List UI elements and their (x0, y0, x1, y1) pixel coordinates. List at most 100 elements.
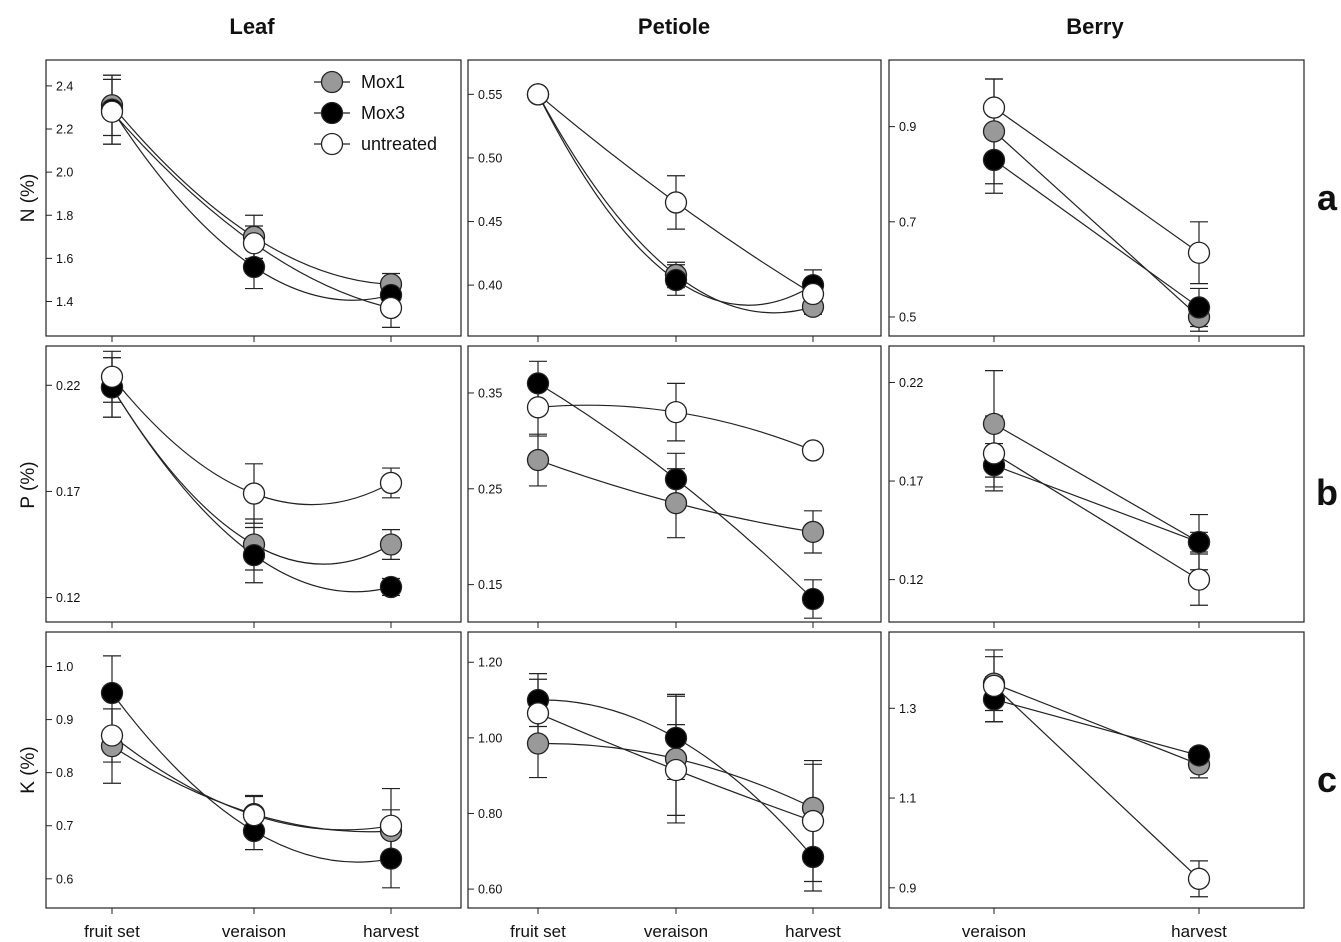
point-mox3 (242, 543, 266, 567)
point-untreated (242, 803, 266, 827)
legend-marker (320, 132, 344, 156)
point-mox3 (379, 847, 403, 870)
point-untreated (100, 100, 124, 123)
point-untreated (801, 439, 825, 462)
legend-label: untreated (361, 134, 437, 154)
series-lines (993, 107, 1200, 318)
point-mox3 (664, 268, 688, 292)
point-untreated (379, 296, 403, 320)
y-tick-label: 0.9 (899, 120, 916, 134)
panel-leaf-n: 1.4 1.6 1.8 2.0 2.2 2.4 (45, 59, 462, 342)
legend: Mox1 Mox3 untreated (314, 70, 437, 156)
point-untreated (664, 758, 688, 782)
row-letter-c: c (1317, 759, 1337, 800)
series-line-mox3 (993, 464, 1200, 543)
point-untreated (526, 83, 550, 106)
point-mox3 (801, 587, 825, 611)
point-untreated (526, 396, 550, 419)
error-bars (985, 649, 1208, 898)
legend-item-mox1: Mox1 (314, 70, 405, 94)
y-tick-label: 0.8 (56, 766, 73, 780)
y-tick-label: 1.1 (899, 792, 916, 806)
panel-berry-k: 0.9 1.1 1.3 veraison harvest (888, 631, 1305, 941)
row-ylabels: N (%) P (%) K (%) (18, 174, 39, 794)
legend-marker (320, 101, 344, 125)
y-tick-label: 0.9 (899, 881, 916, 895)
x-tick-label: harvest (1171, 922, 1227, 941)
error-bars (529, 672, 822, 892)
y-tick-label: 0.7 (899, 215, 916, 229)
panel-frame (467, 345, 882, 623)
point-mox3 (801, 845, 825, 869)
error-bars (103, 74, 400, 328)
point-untreated (982, 442, 1006, 465)
column-titles: Leaf Petiole Berry (229, 14, 1124, 39)
x-tick-label: harvest (363, 922, 419, 941)
y-tick-label: 2.0 (56, 166, 73, 180)
point-untreated (379, 471, 403, 495)
legend-label: Mox1 (361, 72, 405, 92)
x-tick-label: fruit set (84, 922, 140, 941)
y-tick-label: 0.60 (478, 883, 502, 897)
data-points (982, 96, 1211, 329)
series-line-mox1 (993, 423, 1200, 543)
data-points (100, 681, 403, 870)
point-untreated (664, 191, 688, 214)
point-untreated (982, 96, 1006, 119)
series-lines (993, 423, 1200, 581)
x-tick-label: harvest (785, 922, 841, 941)
panels: 1.4 1.6 1.8 2.0 2.2 2.4 0.40 0.45 0.50 0.55 0.5 0.7… (45, 59, 1305, 941)
y-tick-label: 0.25 (478, 482, 502, 496)
point-untreated (1187, 241, 1211, 264)
column-title-petiole: Petiole (638, 14, 710, 39)
point-mox3 (379, 575, 403, 599)
point-mox1 (982, 412, 1006, 436)
series-line-mox1 (993, 130, 1200, 318)
y-tick-label: 0.6 (56, 872, 73, 886)
row-ylabel-n: N (%) (18, 174, 39, 223)
series-line-mox3 (993, 159, 1200, 308)
y-tick-label: 0.17 (56, 485, 80, 499)
y-tick-label: 0.17 (899, 475, 923, 489)
point-mox1 (526, 448, 550, 472)
y-tick-label: 1.00 (478, 731, 502, 745)
series-line-mox3 (993, 698, 1200, 756)
y-tick-label: 0.45 (478, 215, 502, 229)
series-line-mox1 (993, 683, 1200, 765)
y-tick-label: 0.35 (478, 386, 502, 400)
y-tick-label: 0.12 (56, 591, 80, 605)
x-tick-label: veraison (962, 922, 1026, 941)
point-mox3 (1187, 531, 1211, 554)
point-mox3 (1187, 744, 1211, 767)
point-untreated (801, 282, 825, 306)
panel-petiole-k: 0.60 0.80 1.00 1.20 fruit set veraison harvest (467, 631, 882, 941)
y-tick-label: 0.22 (899, 376, 923, 390)
panel-berry-p: 0.12 0.17 0.22 (888, 345, 1305, 628)
error-bars (985, 370, 1208, 606)
panel-frame (467, 631, 882, 909)
panel-frame (467, 59, 882, 337)
point-untreated (1187, 568, 1211, 591)
point-mox1 (801, 520, 825, 544)
row-letter-a: a (1317, 177, 1338, 218)
panel-frame (888, 345, 1305, 623)
point-mox3 (242, 255, 266, 279)
legend-label: Mox3 (361, 103, 405, 123)
y-tick-label: 0.22 (56, 379, 80, 393)
legend-item-untreated: untreated (314, 132, 437, 156)
legend-item-mox3: Mox3 (314, 101, 405, 125)
point-untreated (242, 482, 266, 505)
x-tick-label: fruit set (510, 922, 566, 941)
x-tick-label: veraison (644, 922, 708, 941)
panel-berry-n: 0.5 0.7 0.9 (888, 59, 1305, 342)
data-points (526, 688, 825, 869)
point-mox1 (982, 120, 1006, 143)
data-points (100, 365, 403, 599)
y-tick-label: 2.2 (56, 123, 73, 137)
point-mox3 (526, 372, 550, 395)
panel-frame (888, 631, 1305, 909)
y-tick-label: 0.40 (478, 279, 502, 293)
point-untreated (664, 400, 688, 424)
row-ylabel-k: K (%) (18, 746, 39, 794)
point-untreated (1187, 867, 1211, 890)
